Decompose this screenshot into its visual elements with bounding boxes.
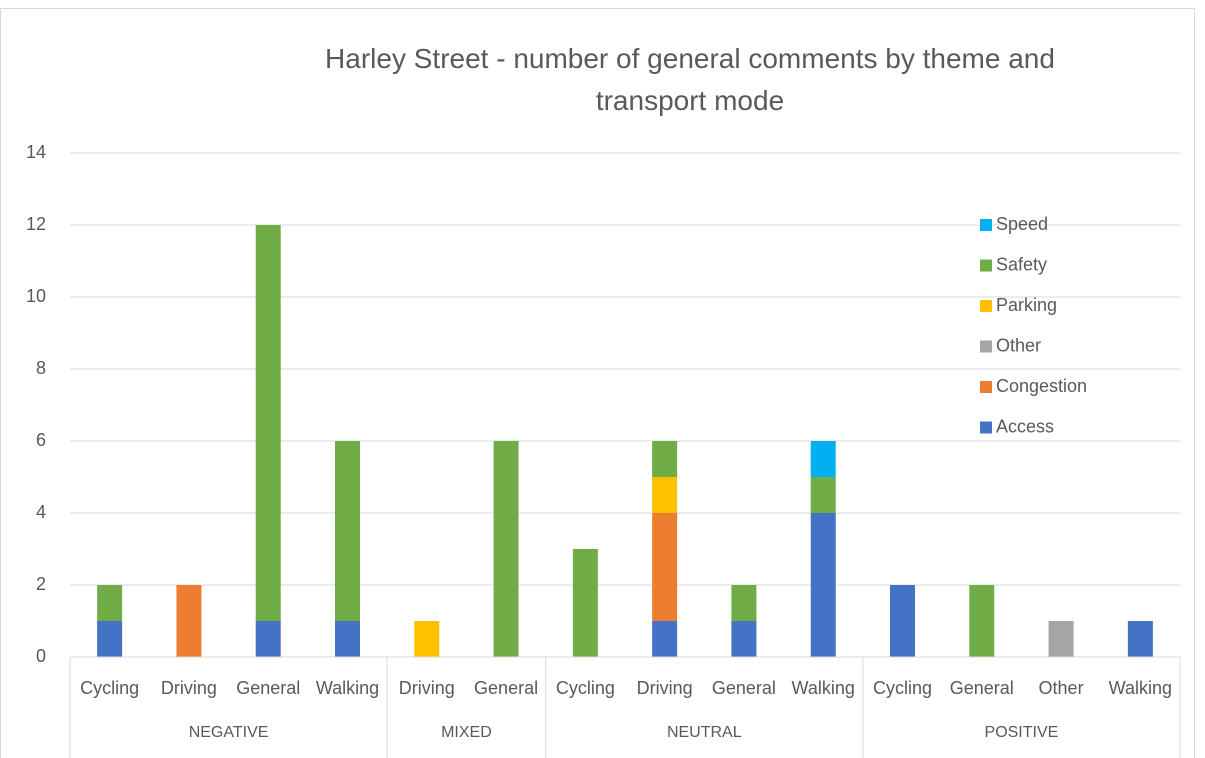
- bar-segment: [810, 441, 836, 477]
- bar-segment: [810, 513, 836, 657]
- y-tick-label: 2: [36, 574, 46, 594]
- legend-label: Congestion: [996, 376, 1087, 396]
- bar-segment: [97, 621, 123, 657]
- y-tick-label: 12: [26, 214, 46, 234]
- x-tick-label: Cycling: [80, 678, 139, 698]
- group-label: NEUTRAL: [667, 724, 742, 741]
- legend-swatch: [980, 421, 992, 434]
- y-tick-label: 0: [36, 646, 46, 666]
- bar-segment: [652, 513, 678, 621]
- chart-border: [0, 8, 1195, 758]
- x-tick-label: General: [474, 678, 538, 698]
- bar-segment: [810, 477, 836, 513]
- bar-segment: [414, 621, 440, 657]
- bar-segment: [731, 621, 757, 657]
- bar-segment: [572, 549, 598, 657]
- bar-segment: [176, 585, 202, 657]
- group-label: POSITIVE: [985, 724, 1059, 741]
- x-tick-label: Driving: [161, 678, 217, 698]
- group-label: NEGATIVE: [189, 724, 269, 741]
- legend-swatch: [980, 300, 992, 312]
- legend-label: Access: [996, 416, 1054, 436]
- x-tick-label: Walking: [792, 678, 855, 698]
- y-tick-label: 8: [36, 358, 46, 378]
- bar-segment: [652, 621, 678, 657]
- x-tick-label: General: [950, 678, 1014, 698]
- bar-segment: [731, 585, 757, 621]
- bar-segment: [493, 441, 519, 657]
- legend-swatch: [980, 340, 992, 353]
- legend-label: Speed: [996, 214, 1048, 234]
- x-tick-label: Cycling: [873, 678, 932, 698]
- bar-segment: [652, 441, 678, 477]
- group-label: MIXED: [441, 724, 492, 741]
- legend-swatch: [980, 381, 992, 393]
- bar-segment: [652, 477, 678, 513]
- legend-label: Safety: [996, 254, 1047, 274]
- bar-segment: [335, 441, 360, 621]
- y-tick-label: 6: [36, 430, 46, 450]
- x-tick-label: Driving: [637, 678, 693, 698]
- y-tick-label: 14: [26, 142, 46, 162]
- legend-swatch: [980, 219, 992, 231]
- y-tick-label: 10: [26, 286, 46, 306]
- x-tick-label: Cycling: [556, 678, 615, 698]
- chart-title: Harley Street - number of general commen…: [325, 43, 1055, 116]
- bar-segment: [255, 225, 281, 621]
- x-tick-label: General: [712, 678, 776, 698]
- bar-segment: [969, 585, 995, 657]
- x-tick-label: Other: [1039, 678, 1084, 698]
- x-tick-label: Walking: [1109, 678, 1172, 698]
- legend-label: Parking: [996, 295, 1057, 315]
- bar-segment: [255, 621, 281, 657]
- bar-segment: [335, 621, 360, 657]
- bar-segment: [1048, 621, 1074, 657]
- legend-label: Other: [996, 335, 1041, 355]
- x-tick-label: General: [236, 678, 300, 698]
- legend-swatch: [980, 259, 992, 272]
- bar-segment: [890, 585, 915, 657]
- bar-segment: [1127, 621, 1153, 657]
- x-tick-label: Driving: [399, 678, 455, 698]
- x-tick-label: Walking: [316, 678, 379, 698]
- bar-segment: [97, 585, 123, 621]
- y-tick-label: 4: [36, 502, 46, 522]
